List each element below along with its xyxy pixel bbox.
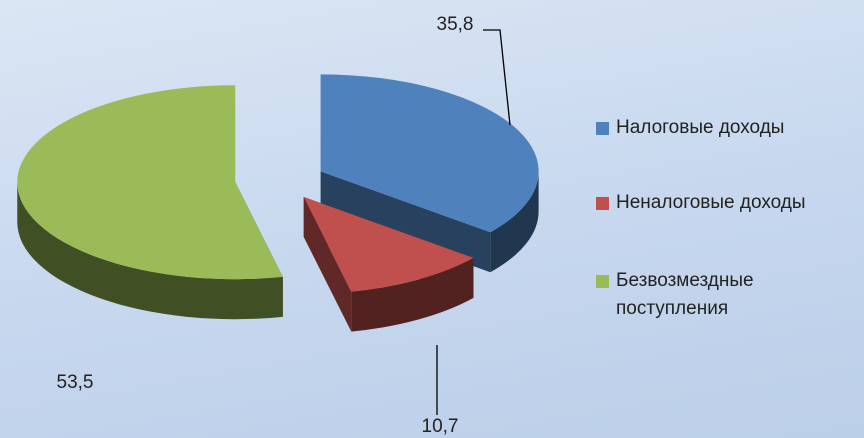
legend-entry: Налоговые доходы: [596, 114, 856, 142]
slice-side-wall: [490, 171, 539, 273]
legend-swatch: [596, 275, 609, 288]
pie-slice: [303, 197, 474, 292]
pie-slice: [320, 74, 539, 233]
slice-side-wall: [351, 257, 474, 332]
pie-slice: [17, 85, 283, 280]
legend-label: Неналоговые доходы: [616, 192, 806, 213]
slice-side-wall: [17, 182, 283, 320]
legend-swatch: [596, 122, 609, 135]
leader-line: [483, 29, 511, 126]
legend-label: Безвозмездные поступления: [616, 270, 754, 319]
legend-entry: Неналоговые доходы: [596, 189, 856, 217]
data-label: 35,8: [437, 14, 474, 35]
slice-edge-wall: [320, 171, 491, 273]
legend-label: Налоговые доходы: [616, 117, 785, 138]
data-label: 10,7: [422, 416, 459, 437]
data-label: 53,5: [57, 372, 94, 393]
slice-edge-wall: [303, 197, 352, 332]
legend-swatch: [596, 197, 609, 210]
legend-entry: Безвозмездные поступления: [596, 267, 856, 323]
